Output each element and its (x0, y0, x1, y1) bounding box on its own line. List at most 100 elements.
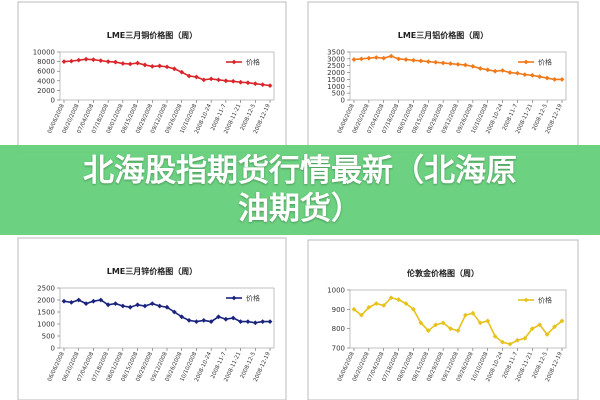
legend-marker (231, 295, 237, 301)
marker (230, 315, 236, 321)
legend-marker (523, 59, 529, 65)
y-tick-label: 1000 (327, 287, 345, 295)
marker (142, 62, 148, 68)
marker (485, 67, 491, 73)
marker (186, 73, 192, 79)
marker (245, 80, 251, 86)
marker (500, 339, 505, 345)
marker (149, 301, 155, 306)
panel (307, 239, 579, 400)
marker (135, 60, 140, 66)
legend-label: 价格 (538, 296, 552, 305)
marker (500, 68, 505, 73)
y-tick-label: 2000 (37, 297, 55, 305)
marker (127, 304, 133, 310)
marker (238, 79, 243, 85)
marker (492, 334, 498, 339)
y-tick-label: 800 (332, 325, 345, 333)
y-tick-label: 1500 (37, 309, 55, 317)
marker (470, 64, 476, 69)
panel (17, 1, 287, 153)
marker (507, 341, 513, 347)
legend-marker (231, 59, 237, 65)
marker (515, 337, 520, 343)
marker (76, 57, 82, 63)
marker (351, 57, 357, 62)
marker (359, 56, 364, 62)
marker (194, 74, 199, 80)
marker (366, 55, 372, 61)
marker (171, 309, 177, 315)
banner-title: 北海股指期货行情最新（北海原油期货） (83, 153, 517, 227)
y-tick-label: 1000 (37, 321, 55, 329)
y-tick-label: 0 (51, 345, 55, 353)
marker (440, 320, 446, 326)
marker (260, 319, 266, 324)
marker (252, 320, 258, 326)
marker (171, 66, 177, 72)
marker (463, 62, 468, 68)
marker (157, 303, 163, 309)
marker (216, 77, 221, 83)
marker (61, 59, 67, 64)
marker (68, 58, 74, 64)
marker (83, 301, 89, 306)
marker (544, 75, 550, 81)
y-tick-label: 2000 (327, 69, 345, 77)
marker (135, 302, 140, 308)
legend-label: 价格 (246, 58, 260, 67)
marker (373, 55, 379, 60)
chart-title: 伦敦金价格图（周） (407, 268, 479, 278)
marker (127, 61, 133, 67)
marker (164, 304, 170, 310)
y-tick-label: 4000 (37, 77, 55, 85)
marker (396, 56, 401, 62)
marker (388, 295, 394, 301)
y-tick-label: 2000 (37, 87, 55, 95)
marker (245, 319, 251, 324)
marker (83, 56, 89, 62)
marker (425, 328, 431, 333)
marker (157, 63, 163, 69)
legend-label: 价格 (538, 58, 552, 67)
marker (403, 57, 409, 62)
marker (179, 314, 185, 320)
y-tick-label: 3500 (327, 49, 345, 57)
marker (238, 319, 243, 324)
panel (307, 1, 579, 153)
marker (388, 53, 394, 59)
marker (411, 306, 416, 312)
marker (552, 77, 557, 82)
marker (113, 59, 118, 65)
marker (492, 68, 498, 74)
panel (17, 237, 287, 400)
marker (440, 60, 446, 66)
marker (425, 59, 431, 64)
marker (559, 77, 565, 82)
marker (470, 310, 476, 316)
y-tick-label: 10000 (33, 49, 55, 57)
marker (366, 305, 372, 310)
marker (223, 316, 229, 322)
y-tick-label: 8000 (37, 58, 55, 66)
marker (61, 298, 67, 304)
marker (252, 81, 258, 87)
marker (98, 58, 104, 64)
y-tick-label: 1500 (327, 76, 345, 84)
marker (113, 301, 118, 306)
marker (381, 303, 387, 308)
marker (396, 297, 401, 303)
marker (230, 78, 236, 84)
marker (105, 302, 111, 308)
marker (522, 335, 528, 341)
marker (267, 319, 273, 324)
marker (142, 303, 148, 309)
marker (537, 322, 543, 328)
marker (529, 72, 535, 78)
marker (455, 328, 461, 333)
legend-label: 价格 (246, 294, 260, 303)
marker (418, 58, 424, 64)
marker (448, 61, 453, 67)
marker (559, 318, 565, 324)
